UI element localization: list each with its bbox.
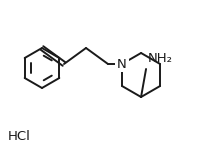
- Text: N: N: [117, 58, 127, 70]
- Text: NH₂: NH₂: [148, 52, 173, 65]
- Text: HCl: HCl: [8, 130, 31, 143]
